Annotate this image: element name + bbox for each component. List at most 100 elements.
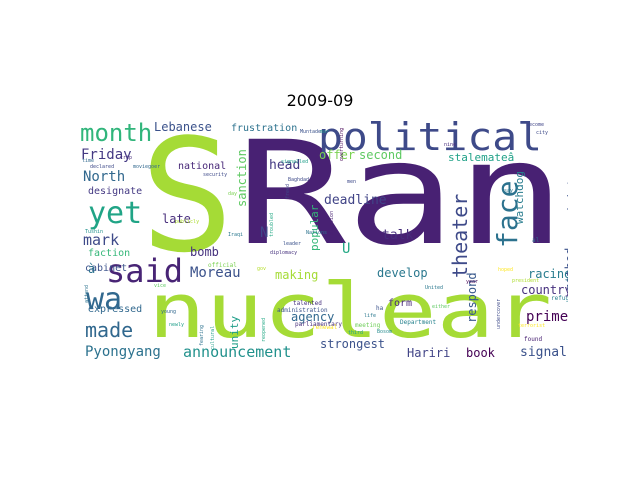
cloud-word: year: [466, 279, 478, 285]
cloud-word: diplomacy: [270, 250, 297, 256]
cloud-word: Pyongyang: [85, 344, 161, 360]
cloud-word: either: [432, 304, 450, 310]
cloud-word: theater: [448, 194, 472, 278]
cloud-word: vice: [154, 283, 166, 289]
cloud-word: third: [348, 330, 363, 336]
cloud-word: announcement: [183, 343, 291, 361]
cloud-word: signalled: [281, 159, 308, 165]
cloud-word: ha: [376, 305, 384, 312]
cloud-word: become: [526, 122, 544, 128]
cloud-word: making: [275, 268, 318, 282]
cloud-word: signal: [520, 345, 567, 360]
cloud-word: head: [269, 158, 300, 173]
cloud-word: mar: [320, 129, 329, 135]
cloud-word: declared: [90, 164, 114, 170]
cloud-word: freed: [285, 184, 291, 199]
cloud-word: talented: [293, 300, 322, 307]
cloud-word: Bosom: [377, 329, 392, 335]
cloud-word: troubled: [269, 213, 275, 237]
cloud-word: Friday: [81, 147, 132, 163]
cloud-word: parliamentary: [295, 321, 342, 328]
cloud-word: reopened: [261, 318, 267, 342]
cloud-word: undercover: [496, 299, 502, 329]
cloud-word: frustration: [231, 123, 297, 134]
cloud-word: made: [85, 318, 133, 342]
cloud-word: month: [80, 119, 152, 147]
cloud-word: Tushin: [85, 229, 103, 235]
cloud-word: meeting: [355, 322, 381, 329]
cloud-word: develop: [377, 266, 428, 280]
cloud-word: S: [140, 117, 234, 287]
cloud-word: face: [491, 181, 524, 248]
cloud-word: nine: [444, 142, 456, 148]
cloud-word: form: [388, 298, 412, 309]
word-cloud: S Ran nuclear political said wa yet mont…: [80, 117, 568, 369]
cloud-word: à: [88, 262, 95, 276]
cloud-word: bomb: [190, 245, 219, 259]
cloud-word: U: [342, 241, 350, 257]
cloud-word: watchdog: [513, 171, 526, 224]
cloud-word: N: [260, 225, 268, 241]
word-cloud-background: [80, 117, 568, 369]
cloud-word: moviegoer: [133, 164, 160, 170]
cloud-word: faction: [88, 248, 130, 259]
cloud-word: terrorist: [518, 323, 545, 329]
cloud-word: Lebanese: [154, 120, 212, 134]
cloud-word: nuclear: [148, 266, 552, 355]
cloud-word: mark: [83, 231, 119, 249]
cloud-word: racing: [528, 267, 568, 281]
cloud-word: sanction: [235, 149, 249, 207]
cloud-word: attend: [84, 285, 90, 303]
cloud-word: say: [504, 188, 513, 194]
cloud-word: overturning: [339, 128, 345, 161]
cloud-word: young: [161, 309, 176, 315]
cloud-word: Iraqi: [228, 232, 243, 238]
figure-title: 2009-09: [286, 91, 354, 110]
cloud-word: country: [521, 283, 568, 297]
cloud-word: trip: [120, 155, 132, 161]
cloud-word: refuge: [551, 295, 568, 302]
cloud-word: national: [178, 161, 226, 172]
cloud-word: city: [536, 130, 548, 136]
cloud-word: election: [329, 211, 335, 235]
cloud-word: late: [162, 212, 191, 226]
cloud-word: yet: [88, 196, 142, 231]
cloud-word: renewal: [312, 324, 338, 331]
cloud-word: fearing: [199, 325, 205, 346]
cloud-word: second: [359, 148, 402, 162]
cloud-word: expressed: [88, 304, 142, 315]
cloud-word: official: [208, 262, 237, 269]
cloud-word: deadline: [324, 193, 387, 208]
cloud-word: Baghdad: [288, 177, 309, 183]
cloud-word: said: [106, 252, 183, 290]
cloud-word: leader: [283, 241, 301, 247]
cloud-word: Moreau: [190, 265, 241, 281]
cloud-word: hoped: [498, 267, 513, 273]
cloud-word: prime: [526, 309, 568, 325]
cloud-word: men: [347, 179, 356, 185]
cloud-word: security: [203, 172, 227, 178]
cloud-word: Muntader: [300, 129, 324, 135]
cloud-word: Nations: [306, 230, 327, 236]
cloud-word: strongest: [320, 337, 385, 351]
cloud-word: talk: [382, 228, 413, 243]
cloud-word: Ran: [236, 117, 566, 277]
cloud-word: al: [532, 237, 540, 244]
cloud-word: North: [83, 169, 125, 185]
cloud-word: Hariri: [407, 346, 450, 360]
cloud-word: popular: [308, 204, 321, 251]
cloud-word: offer: [319, 148, 355, 162]
cloud-word: publicly: [175, 219, 199, 225]
cloud-word: life: [364, 313, 376, 319]
cloud-word: gov: [257, 266, 266, 272]
cloud-word: cabinet: [85, 263, 127, 274]
cloud-word: wa: [86, 282, 122, 317]
cloud-word: designate: [88, 186, 142, 197]
cloud-word: Department: [400, 319, 437, 326]
cloud-word: found: [524, 336, 542, 343]
cloud-word: method: [563, 248, 568, 291]
cloud-word: time: [82, 158, 94, 164]
cloud-word: administration: [277, 307, 328, 314]
cloud-word: agency: [291, 310, 334, 324]
